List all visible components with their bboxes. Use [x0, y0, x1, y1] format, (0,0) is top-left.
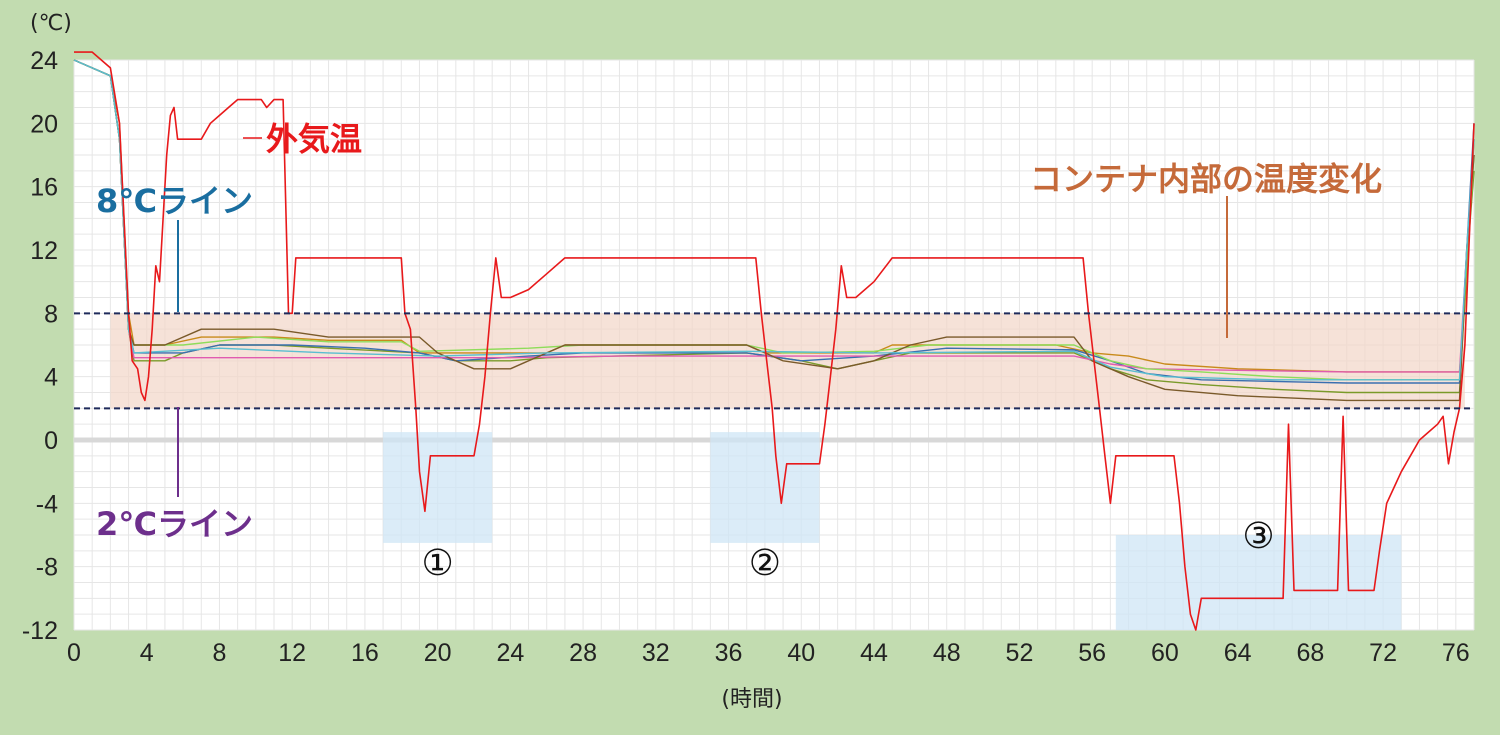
x-tick-label: 68: [1296, 639, 1324, 667]
line2-label: 2℃ライン: [96, 505, 253, 543]
y-tick-label: -8: [36, 554, 58, 582]
y-tick-label: 8: [44, 300, 58, 328]
reference-lines: [74, 312, 1474, 410]
y-tick-label: 16: [30, 174, 58, 202]
highlight-label: ①: [421, 543, 453, 584]
x-tick-label: 48: [933, 639, 961, 667]
y-tick-label: 24: [30, 47, 58, 75]
x-tick-label: 28: [569, 639, 597, 667]
x-tick-label: 40: [787, 639, 815, 667]
x-tick-label: 44: [860, 639, 888, 667]
x-tick-label: 4: [140, 639, 154, 667]
y-tick-label: 0: [44, 427, 58, 455]
container-temp-label: コンテナ内部の温度変化: [1030, 160, 1382, 198]
outdoor-temp-label: 外気温: [266, 120, 362, 158]
x-tick-label: 12: [278, 639, 306, 667]
x-axis: 0 4 8 12 16 20 24 28 32 36 40 44 48 52 56 60 64 68 72 76: [67, 639, 1470, 667]
y-tick-label: -12: [22, 617, 58, 645]
x-tick-label: 36: [715, 639, 743, 667]
series-container-sensor: [73, 59, 1475, 402]
highlight-area: [710, 432, 820, 543]
series-lines: [73, 51, 1475, 631]
y-axis: 24 20 16 12 8 4 0 -4 -8 -12: [22, 47, 58, 645]
highlight-label: ③: [1242, 516, 1274, 557]
x-tick-label: 16: [351, 639, 379, 667]
highlight-area: [1115, 535, 1402, 630]
y-tick-label: 20: [30, 110, 58, 138]
x-tick-label: 64: [1224, 639, 1252, 667]
x-tick-label: 0: [67, 639, 81, 667]
x-tick-label: 72: [1369, 639, 1397, 667]
x-tick-label: 24: [496, 639, 524, 667]
x-tick-label: 20: [424, 639, 452, 667]
y-tick-label: -4: [36, 490, 58, 518]
highlight-label: ②: [749, 543, 781, 584]
series-outdoor-temp: [74, 51, 1475, 631]
y-unit-label: (℃): [30, 11, 72, 36]
highlight-areas: ① ② ③: [383, 432, 1402, 630]
x-tick-label: 56: [1078, 639, 1106, 667]
highlight-area: [383, 432, 493, 543]
x-tick-label: 76: [1442, 639, 1470, 667]
x-tick-label: 60: [1151, 639, 1179, 667]
y-tick-label: 12: [30, 237, 58, 265]
y-tick-label: 4: [44, 364, 58, 392]
x-tick-label: 52: [1006, 639, 1034, 667]
x-axis-title: (時間): [721, 687, 782, 712]
x-tick-label: 32: [642, 639, 670, 667]
line8-label: 8℃ライン: [96, 182, 253, 220]
x-tick-label: 8: [213, 639, 227, 667]
